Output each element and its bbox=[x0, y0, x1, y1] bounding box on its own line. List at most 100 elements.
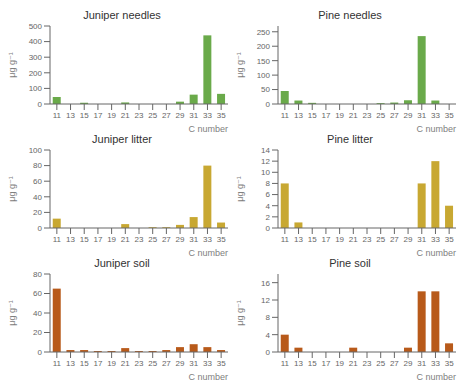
svg-text:0: 0 bbox=[38, 100, 43, 109]
svg-text:C number: C number bbox=[416, 248, 456, 256]
svg-text:11: 11 bbox=[281, 235, 290, 244]
svg-text:13: 13 bbox=[66, 111, 75, 120]
svg-text:19: 19 bbox=[107, 235, 116, 244]
svg-text:15: 15 bbox=[80, 359, 89, 368]
svg-text:25: 25 bbox=[376, 235, 385, 244]
svg-text:21: 21 bbox=[121, 111, 130, 120]
svg-text:17: 17 bbox=[93, 235, 102, 244]
svg-text:21: 21 bbox=[121, 359, 130, 368]
svg-text:35: 35 bbox=[445, 235, 454, 244]
svg-text:19: 19 bbox=[335, 235, 344, 244]
svg-text:8: 8 bbox=[266, 313, 271, 322]
svg-text:11: 11 bbox=[53, 111, 62, 120]
svg-text:19: 19 bbox=[335, 111, 344, 120]
svg-text:29: 29 bbox=[404, 111, 413, 120]
svg-text:40: 40 bbox=[33, 309, 42, 318]
svg-text:μg g⁻¹: μg g⁻¹ bbox=[8, 176, 17, 201]
svg-text:23: 23 bbox=[363, 111, 372, 120]
svg-text:21: 21 bbox=[349, 111, 358, 120]
svg-text:29: 29 bbox=[176, 235, 185, 244]
svg-text:29: 29 bbox=[176, 111, 185, 120]
svg-text:25: 25 bbox=[376, 111, 385, 120]
svg-text:33: 33 bbox=[431, 235, 440, 244]
svg-text:35: 35 bbox=[445, 111, 454, 120]
svg-text:C number: C number bbox=[188, 248, 228, 256]
svg-text:31: 31 bbox=[189, 111, 198, 120]
svg-text:19: 19 bbox=[107, 359, 116, 368]
svg-text:35: 35 bbox=[217, 235, 226, 244]
svg-text:20: 20 bbox=[33, 208, 42, 217]
svg-text:31: 31 bbox=[417, 359, 426, 368]
svg-text:21: 21 bbox=[349, 359, 358, 368]
svg-text:100: 100 bbox=[29, 84, 43, 93]
svg-text:40: 40 bbox=[33, 193, 42, 202]
svg-text:6: 6 bbox=[266, 190, 271, 199]
svg-text:27: 27 bbox=[390, 359, 399, 368]
svg-text:17: 17 bbox=[93, 359, 102, 368]
svg-text:21: 21 bbox=[349, 235, 358, 244]
svg-text:12: 12 bbox=[261, 157, 270, 166]
svg-text:15: 15 bbox=[80, 235, 89, 244]
svg-text:500: 500 bbox=[29, 22, 43, 31]
svg-text:23: 23 bbox=[363, 359, 372, 368]
svg-text:15: 15 bbox=[308, 111, 317, 120]
svg-text:17: 17 bbox=[321, 235, 330, 244]
svg-text:μg g⁻¹: μg g⁻¹ bbox=[236, 52, 245, 77]
svg-text:μg g⁻¹: μg g⁻¹ bbox=[8, 52, 17, 77]
svg-text:17: 17 bbox=[321, 111, 330, 120]
svg-text:25: 25 bbox=[148, 235, 157, 244]
svg-text:2: 2 bbox=[266, 213, 271, 222]
svg-text:17: 17 bbox=[321, 359, 330, 368]
svg-text:31: 31 bbox=[417, 235, 426, 244]
svg-text:μg g⁻¹: μg g⁻¹ bbox=[236, 300, 245, 325]
svg-text:17: 17 bbox=[93, 111, 102, 120]
svg-text:19: 19 bbox=[107, 111, 116, 120]
svg-text:8: 8 bbox=[266, 179, 271, 188]
svg-text:250: 250 bbox=[257, 28, 271, 37]
svg-text:50: 50 bbox=[261, 85, 270, 94]
svg-text:200: 200 bbox=[257, 42, 271, 51]
svg-text:11: 11 bbox=[53, 359, 62, 368]
svg-text:12: 12 bbox=[261, 296, 270, 305]
svg-text:13: 13 bbox=[66, 235, 75, 244]
svg-text:33: 33 bbox=[203, 235, 212, 244]
svg-text:4: 4 bbox=[266, 331, 271, 340]
svg-text:35: 35 bbox=[217, 111, 226, 120]
svg-text:25: 25 bbox=[148, 359, 157, 368]
svg-text:23: 23 bbox=[135, 235, 144, 244]
svg-text:C number: C number bbox=[416, 372, 456, 380]
svg-text:10: 10 bbox=[261, 168, 270, 177]
svg-text:11: 11 bbox=[281, 111, 290, 120]
svg-text:33: 33 bbox=[431, 359, 440, 368]
svg-text:100: 100 bbox=[29, 146, 43, 155]
svg-text:23: 23 bbox=[135, 111, 144, 120]
svg-text:31: 31 bbox=[189, 235, 198, 244]
svg-text:23: 23 bbox=[135, 359, 144, 368]
svg-text:33: 33 bbox=[203, 111, 212, 120]
svg-text:13: 13 bbox=[294, 111, 303, 120]
svg-text:0: 0 bbox=[38, 348, 43, 357]
svg-text:C number: C number bbox=[188, 124, 228, 132]
svg-text:0: 0 bbox=[38, 224, 43, 233]
svg-text:27: 27 bbox=[162, 111, 171, 120]
svg-text:29: 29 bbox=[404, 359, 413, 368]
svg-text:200: 200 bbox=[29, 69, 43, 78]
svg-text:0: 0 bbox=[266, 100, 271, 109]
svg-text:13: 13 bbox=[294, 235, 303, 244]
svg-text:20: 20 bbox=[33, 328, 42, 337]
svg-text:11: 11 bbox=[53, 235, 62, 244]
svg-text:31: 31 bbox=[417, 111, 426, 120]
svg-text:29: 29 bbox=[404, 235, 413, 244]
svg-text:80: 80 bbox=[33, 270, 42, 279]
svg-text:21: 21 bbox=[121, 235, 130, 244]
svg-text:13: 13 bbox=[294, 359, 303, 368]
svg-text:C number: C number bbox=[416, 124, 456, 132]
svg-text:33: 33 bbox=[431, 111, 440, 120]
svg-text:400: 400 bbox=[29, 37, 43, 46]
svg-text:60: 60 bbox=[33, 289, 42, 298]
svg-text:15: 15 bbox=[308, 235, 317, 244]
svg-text:60: 60 bbox=[33, 177, 42, 186]
svg-text:19: 19 bbox=[335, 359, 344, 368]
svg-text:100: 100 bbox=[257, 71, 271, 80]
svg-text:25: 25 bbox=[148, 111, 157, 120]
